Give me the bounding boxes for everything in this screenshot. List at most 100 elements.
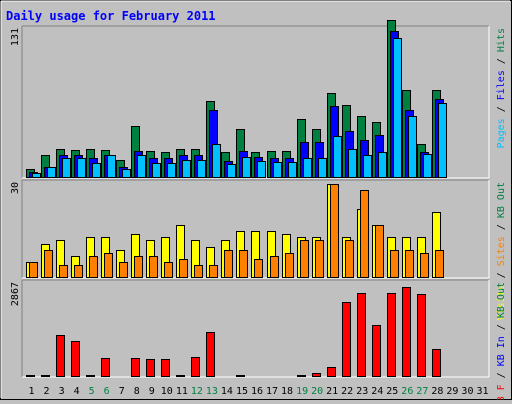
panel-top-legend-part-1: / [496,100,507,118]
bar-middle-sites-day-20 [315,240,324,278]
bar-bottom-kb-f-day-3 [56,335,65,377]
x-tick-label-6: 6 [104,386,110,397]
x-tick-label-8: 8 [134,386,140,397]
bar-bottom-kb-f-day-10 [161,359,170,377]
x-tick-label-30: 30 [461,386,473,397]
x-tick-label-17: 17 [266,386,278,397]
bar-middle-sites-day-13 [209,265,218,278]
bar-middle-sites-day-26 [405,250,414,278]
bar-top-pages-day-15 [242,157,251,178]
bar-middle-sites-day-8 [134,256,143,278]
bar-top-pages-day-27 [423,154,432,178]
bar-bottom-kb-f-day-23 [357,293,366,377]
x-tick-label-14: 14 [221,386,233,397]
x-tick-label-13: 13 [206,386,218,397]
bar-top-pages-day-24 [378,152,387,178]
bar-middle-sites-day-11 [179,259,188,278]
bar-bottom-kb-f-day-2 [41,375,50,377]
x-tick-label-20: 20 [311,386,323,397]
bar-top-pages-day-19 [303,158,312,178]
bar-middle-sites-day-4 [74,265,83,278]
bar-middle-sites-day-22 [345,240,354,278]
bar-bottom-kb-f-day-26 [402,287,411,377]
panel-top-legend: Pages / Files / Hits [496,28,507,148]
x-tick-label-29: 29 [446,386,458,397]
bar-bottom-kb-f-day-12 [191,357,200,377]
bar-middle-sites-day-9 [149,256,158,278]
bar-bottom-kb-f-day-11 [176,375,185,377]
bar-middle-sites-day-19 [300,240,309,278]
x-tick-label-26: 26 [401,386,413,397]
bar-top-pages-day-6 [107,155,116,178]
panel-bottom-legend-part-2: KB In [496,336,507,366]
x-tick-label-22: 22 [341,386,353,397]
x-tick-label-12: 12 [191,386,203,397]
panel-top-ymax-label: 131 [10,28,21,46]
bar-middle-sites-day-1 [29,262,38,278]
bar-top-pages-day-28 [438,103,447,178]
panel-middle-legend-part-1: / [496,266,507,284]
bar-top-pages-day-3 [62,158,71,178]
bar-bottom-kb-f-day-24 [372,325,381,377]
bar-middle-sites-day-2 [44,250,53,278]
bar-top-pages-day-4 [77,158,86,178]
x-tick-label-3: 3 [59,386,65,397]
x-tick-label-10: 10 [161,386,173,397]
bar-top-pages-day-25 [393,38,402,178]
bar-bottom-kb-f-day-19 [297,375,306,377]
bar-middle-sites-day-10 [164,262,173,278]
bar-top-pages-day-21 [333,136,342,178]
panel-middle-legend-part-2: Sites [496,236,507,266]
x-tick-label-31: 31 [476,386,488,397]
bar-bottom-kb-f-day-4 [71,341,80,377]
bar-top-pages-day-22 [348,149,357,178]
bar-top-pages-day-7 [122,169,131,178]
bar-middle-sites-day-23 [360,190,369,278]
bar-bottom-kb-f-day-8 [131,358,140,377]
x-tick-label-27: 27 [416,386,428,397]
panel-middle-legend: Visits / Sites / KB Out [496,182,507,320]
bar-middle-sites-day-17 [270,256,279,278]
x-tick-label-25: 25 [386,386,398,397]
bar-bottom-kb-f-day-25 [387,293,396,377]
panel-middle-legend-part-3: / [496,218,507,236]
bar-middle-sites-day-18 [285,253,294,278]
bar-middle-sites-day-7 [119,262,128,278]
bar-bottom-kb-f-day-28 [432,349,441,377]
bar-top-pages-day-2 [47,167,56,178]
bar-top-pages-day-18 [288,162,297,178]
panel-bottom-legend-part-0: KB F [496,384,507,400]
bar-bottom-kb-f-day-27 [417,294,426,377]
bar-middle-sites-day-25 [390,250,399,278]
bar-bottom-kb-f-day-9 [146,359,155,377]
bar-bottom-kb-f-day-21 [327,367,336,377]
x-tick-label-18: 18 [281,386,293,397]
bar-bottom-kb-f-day-13 [206,332,215,377]
x-tick-label-11: 11 [176,386,188,397]
x-tick-label-21: 21 [326,386,338,397]
x-tick-label-2: 2 [44,386,50,397]
panel-top-legend-part-4: Hits [496,28,507,52]
bar-middle-sites-day-6 [104,253,113,278]
panel-middle-ymax-label: 30 [10,182,21,194]
bar-bottom-kb-f-day-1 [26,375,35,377]
bar-top-pages-day-11 [182,160,191,178]
x-tick-label-9: 9 [149,386,155,397]
bar-top-pages-day-5 [92,163,101,178]
bar-top-pages-day-17 [273,162,282,178]
bar-top-pages-day-23 [363,155,372,178]
bar-middle-sites-day-15 [239,250,248,278]
x-tick-label-16: 16 [251,386,263,397]
bar-top-pages-day-8 [137,155,146,178]
bar-middle-sites-day-28 [435,250,444,278]
bar-top-pages-day-9 [152,163,161,178]
bar-top-pages-day-26 [408,116,417,178]
x-tick-label-15: 15 [236,386,248,397]
panel-middle-legend-part-0: Visits [496,284,507,320]
panel-bottom-ymax-label: 2867 [10,282,21,306]
panel-top-legend-part-3: / [496,52,507,70]
bar-middle-sites-day-14 [224,250,233,278]
